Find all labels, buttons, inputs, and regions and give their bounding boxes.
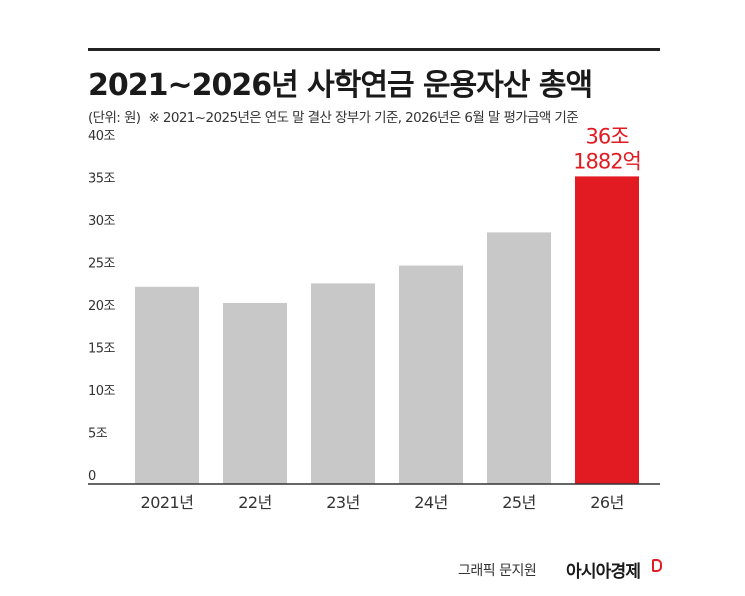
y-tick-label: 0 xyxy=(88,469,96,484)
x-tick-label: 26년 xyxy=(590,493,624,512)
top-rule xyxy=(88,48,660,51)
x-tick-label: 25년 xyxy=(502,493,536,512)
brand-logo: 아시아경제 xyxy=(566,562,641,582)
bar xyxy=(223,302,287,484)
y-tick-label: 30조 xyxy=(88,214,116,229)
bar xyxy=(399,265,463,484)
y-tick-label: 35조 xyxy=(88,172,116,187)
y-tick-label: 25조 xyxy=(88,257,116,272)
bar xyxy=(487,232,551,484)
y-tick-label: 40조 xyxy=(88,129,116,144)
basis-note: ※ 2021~2025년은 연도 말 결산 장부가 기준, 2026년은 6월 … xyxy=(148,110,579,126)
bar xyxy=(311,283,375,484)
y-tick-label: 20조 xyxy=(88,299,116,314)
bar xyxy=(575,176,639,484)
bar xyxy=(135,286,199,484)
y-tick-label: 15조 xyxy=(88,342,116,357)
x-tick-label: 22년 xyxy=(238,493,272,512)
chart-subtitle: (단위: 원) ※ 2021~2025년은 연도 말 결산 장부가 기준, 202… xyxy=(88,106,579,126)
x-tick-label: 24년 xyxy=(414,493,448,512)
y-tick-label: 5조 xyxy=(88,427,108,442)
graphic-credit: 그래픽 문지원 xyxy=(458,563,537,579)
data-label: 1882억 xyxy=(573,149,641,173)
x-tick-label: 2021년 xyxy=(141,493,194,512)
data-label: 36조 xyxy=(585,124,629,148)
unit-note: (단위: 원) xyxy=(88,110,141,126)
x-tick-label: 23년 xyxy=(326,493,360,512)
chart-title: 2021~2026년 사학연금 운용자산 총액 xyxy=(88,68,593,103)
brand-mark-icon xyxy=(652,559,662,572)
y-tick-label: 10조 xyxy=(88,384,116,399)
